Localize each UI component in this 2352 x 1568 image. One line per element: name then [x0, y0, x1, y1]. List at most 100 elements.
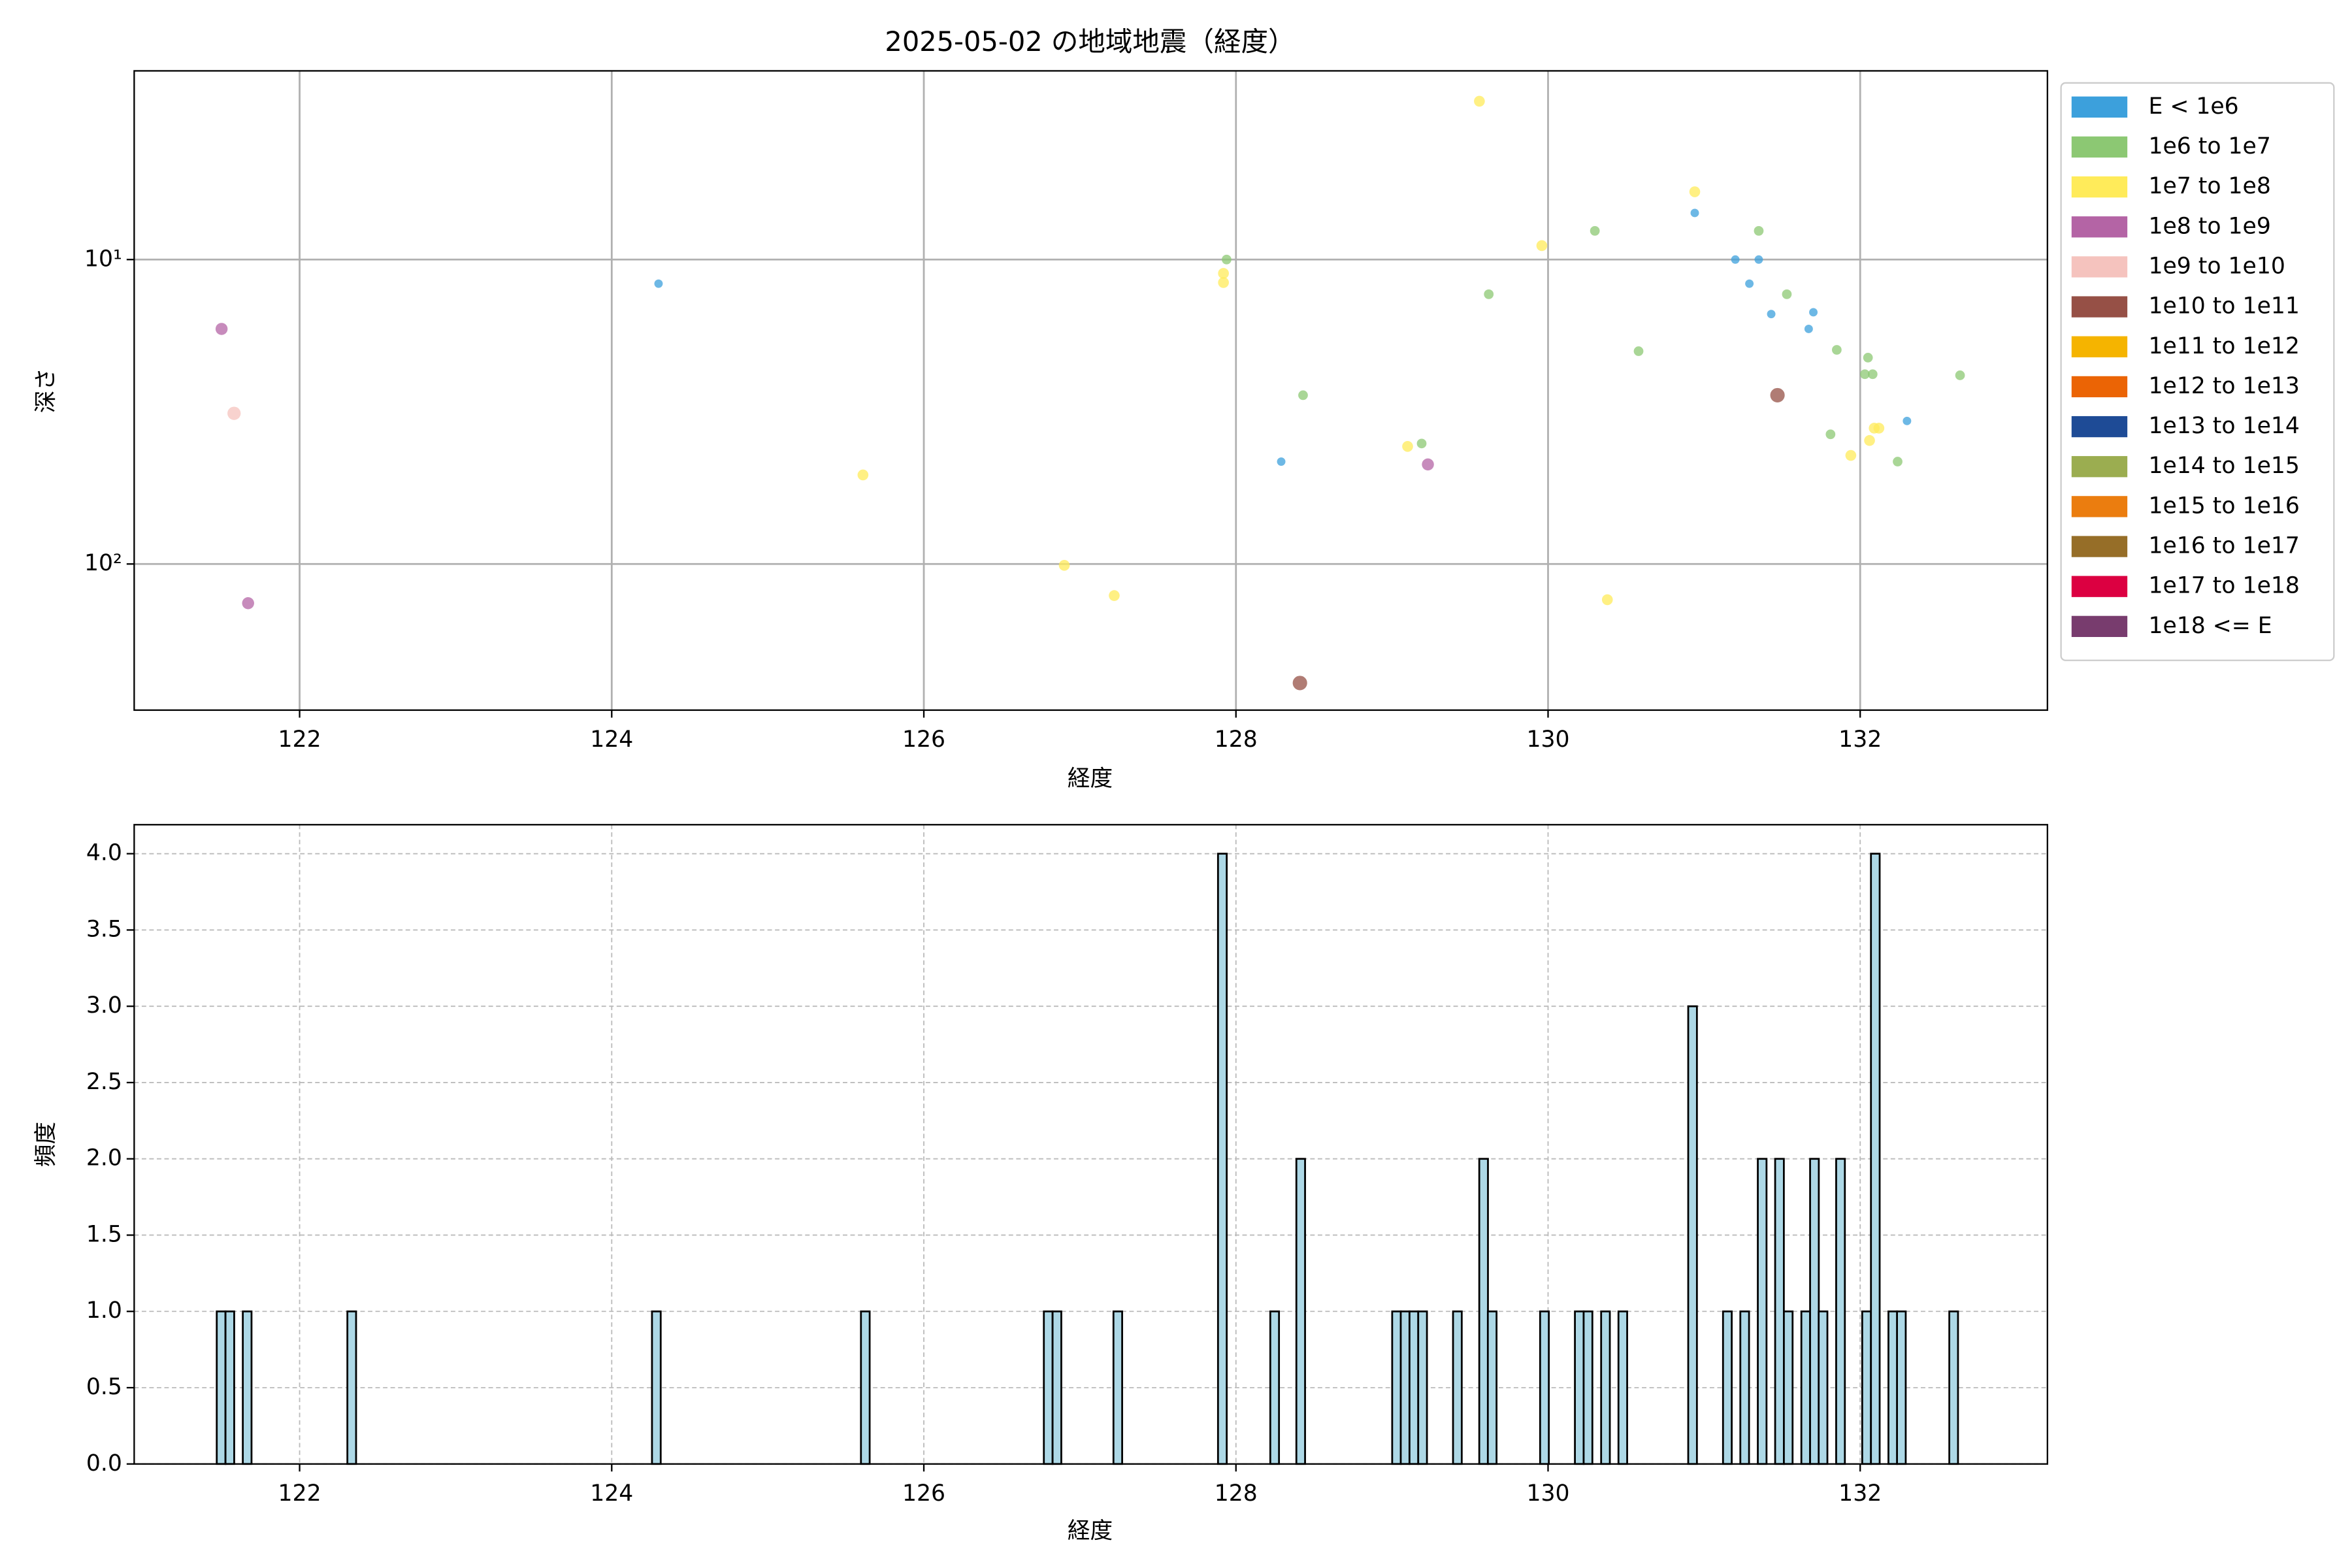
legend-swatch [2071, 496, 2128, 517]
scatter-point [1770, 387, 1785, 402]
x-tick-label: 128 [1215, 1480, 1258, 1507]
scatter-point [857, 469, 869, 481]
x-tick-label: 126 [902, 727, 945, 753]
histogram-bar [224, 1310, 235, 1465]
scatter-point [1867, 369, 1878, 380]
legend-swatch [2071, 615, 2128, 637]
histogram-bar [1896, 1310, 1907, 1465]
legend-label: 1e17 to 1e18 [2148, 573, 2299, 599]
histogram-bar [346, 1310, 357, 1465]
x-tick-label: 132 [1838, 727, 1882, 753]
x-tick-label: 126 [902, 1480, 945, 1507]
histogram-bar [1809, 1158, 1820, 1465]
legend-label: 1e6 to 1e7 [2148, 133, 2270, 159]
legend-swatch [2071, 136, 2128, 158]
legend-swatch [2071, 376, 2128, 398]
y-tick-label: 3.5 [86, 916, 122, 942]
histogram-bar [1478, 1158, 1489, 1465]
histogram-bar [1295, 1158, 1306, 1465]
legend-swatch [2071, 256, 2128, 278]
scatter-point [1222, 254, 1232, 265]
x-tick-label: 124 [590, 727, 633, 753]
scatter-point [1859, 369, 1870, 380]
y-tick-label: 1.5 [86, 1221, 122, 1247]
histogram-bar [1739, 1310, 1750, 1465]
scatter-point [1731, 255, 1740, 264]
legend-label: 1e14 to 1e15 [2148, 453, 2299, 479]
chart-title: 2025-05-02 の地域地震（経度） [885, 25, 1295, 57]
histogram-bar [1391, 1310, 1402, 1465]
histogram-bar [1269, 1310, 1281, 1465]
y-tick-label: 0.5 [86, 1374, 122, 1400]
legend-label: 1e13 to 1e14 [2148, 413, 2299, 439]
y-tick-label: 3.0 [86, 992, 122, 1019]
legend-label: 1e9 to 1e10 [2148, 253, 2285, 279]
x-tick-label: 130 [1526, 727, 1569, 753]
scatter-point [1754, 255, 1763, 264]
scatter-point [1804, 324, 1813, 333]
scatter-point [1873, 423, 1885, 434]
histogram-bar [1452, 1310, 1463, 1465]
histogram-bar [1486, 1310, 1498, 1465]
scatter-point [1422, 458, 1434, 471]
histogram-bar [1783, 1310, 1794, 1465]
histogram-bar [1582, 1310, 1593, 1465]
x-tick-label: 122 [278, 727, 321, 753]
legend-swatch [2071, 456, 2128, 478]
histogram-bar [1409, 1310, 1420, 1465]
scatter-point [1690, 208, 1699, 218]
histogram-bar [1600, 1310, 1611, 1465]
legend-swatch [2071, 336, 2128, 357]
histogram-bar [216, 1310, 227, 1465]
histogram-bar [860, 1310, 871, 1465]
axes-frame [133, 70, 2048, 711]
legend-swatch [2071, 576, 2128, 597]
histogram-bar [1687, 1005, 1698, 1465]
scatter-point [242, 597, 254, 610]
scatter-point [1474, 95, 1485, 107]
histogram-bar [1835, 1158, 1846, 1465]
y-tick-label: 2.0 [86, 1145, 122, 1171]
y-tick-label: 4.0 [86, 840, 122, 866]
scatter-point [1058, 559, 1070, 571]
legend-label: 1e12 to 1e13 [2148, 373, 2299, 399]
x-tick-label: 132 [1838, 1480, 1882, 1507]
scatter-point [1845, 449, 1857, 461]
y-axis-label: 頻度 [33, 1122, 59, 1167]
scatter-point [1277, 457, 1286, 466]
histogram-bar [1818, 1310, 1829, 1465]
legend-label: 1e10 to 1e11 [2148, 293, 2299, 319]
legend-swatch [2071, 416, 2128, 438]
scatter-point [1484, 289, 1494, 299]
y-tick-label: 10² [84, 550, 122, 576]
scatter-point [1633, 346, 1644, 356]
y-tick-label: 1.0 [86, 1298, 122, 1324]
scatter-point [1745, 279, 1754, 288]
scatter-point [1218, 268, 1229, 279]
legend-label: 1e18 <= E [2148, 613, 2272, 639]
legend-swatch [2071, 96, 2128, 118]
histogram-bar [1887, 1310, 1899, 1465]
scatter-point [1955, 370, 1965, 380]
axes-frame [133, 824, 2048, 1465]
legend-swatch [2071, 536, 2128, 557]
histogram-bar [651, 1310, 662, 1465]
histogram-bar [1617, 1310, 1628, 1465]
legend-label: 1e16 to 1e17 [2148, 533, 2299, 559]
histogram-bar [1112, 1310, 1123, 1465]
histogram-bar [1217, 853, 1228, 1465]
legend-swatch [2071, 296, 2128, 318]
histogram-bar [1417, 1310, 1428, 1465]
scatter-point [654, 279, 663, 288]
histogram-bar [1722, 1310, 1733, 1465]
histogram-bar [1774, 1158, 1785, 1465]
scatter-point [1109, 590, 1120, 601]
scatter-point [1601, 594, 1613, 606]
legend-swatch [2071, 216, 2128, 238]
histogram-bar [1800, 1310, 1811, 1465]
histogram-bar [1399, 1310, 1411, 1465]
x-axis-label: 経度 [1068, 1518, 1113, 1544]
y-tick-label: 10¹ [84, 246, 122, 272]
